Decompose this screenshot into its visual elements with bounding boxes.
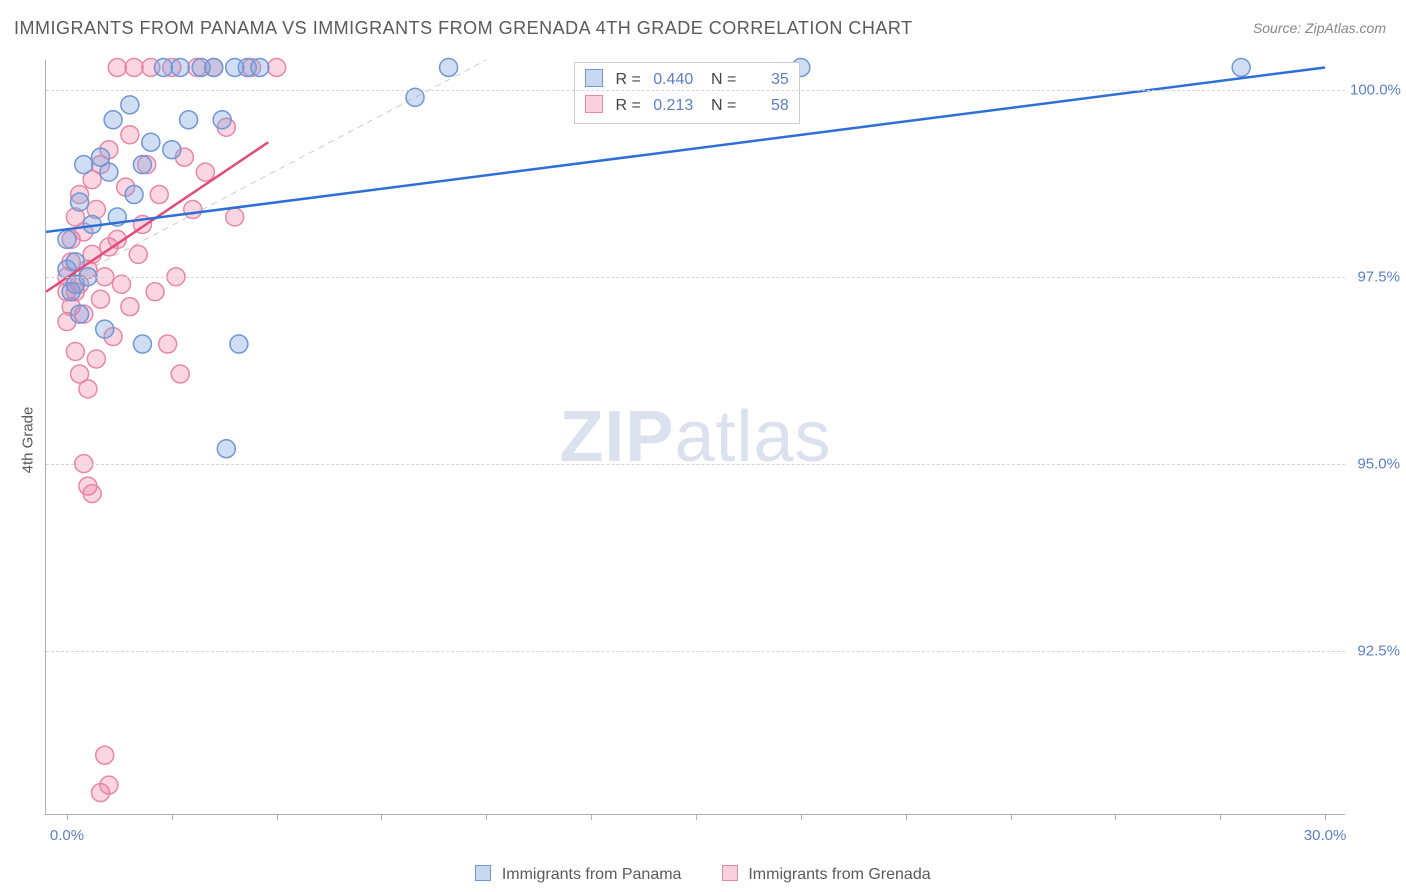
data-point-panama [205,58,223,76]
y-tick-label: 100.0% [1350,81,1400,98]
scatter-chart-svg [46,60,1345,814]
data-point-panama [58,230,76,248]
x-tick [801,814,802,820]
data-point-grenada [125,58,143,76]
x-tick [906,814,907,820]
data-point-panama [142,133,160,151]
correlation-stats-box: R = 0.440 N = 35 R = 0.213 N = 58 [574,62,800,124]
data-point-grenada [129,245,147,263]
legend-label-panama: Immigrants from Panama [502,866,682,883]
grenada-r-value: 0.213 [645,93,693,119]
r-label: R = [615,97,640,114]
data-point-panama [104,111,122,129]
y-tick-label: 92.5% [1350,642,1400,659]
data-point-panama [96,320,114,338]
stats-swatch-grenada [585,95,603,113]
data-point-panama [125,186,143,204]
data-point-panama [1232,58,1250,76]
data-point-panama [133,335,151,353]
grid-line [46,651,1345,652]
data-point-panama [217,440,235,458]
data-point-grenada [268,58,286,76]
n-label: N = [711,97,736,114]
legend-swatch-panama [475,865,491,881]
data-point-panama [133,156,151,174]
x-tick [172,814,173,820]
data-point-panama [406,88,424,106]
x-tick [1115,814,1116,820]
data-point-panama [171,58,189,76]
legend-item-grenada: Immigrants from Grenada [722,866,931,883]
data-point-grenada [184,201,202,219]
data-point-panama [251,58,269,76]
stats-swatch-panama [585,69,603,87]
r-label: R = [615,71,640,88]
x-tick [1325,814,1326,820]
stats-row-grenada: R = 0.213 N = 58 [585,93,789,119]
x-tick [591,814,592,820]
y-tick-label: 95.0% [1350,455,1400,472]
x-tick [67,814,68,820]
y-axis-label: 4th Grade [20,407,37,474]
x-tick [486,814,487,820]
data-point-panama [213,111,231,129]
x-tick [381,814,382,820]
x-tick [277,814,278,820]
data-point-grenada [92,290,110,308]
data-point-grenada [150,186,168,204]
x-tick [1220,814,1221,820]
data-point-grenada [66,343,84,361]
data-point-grenada [108,58,126,76]
data-point-grenada [83,485,101,503]
legend-swatch-grenada [722,865,738,881]
legend-label-grenada: Immigrants from Grenada [748,866,930,883]
data-point-panama [71,193,89,211]
grid-line [46,464,1345,465]
grid-line [46,277,1345,278]
legend-item-panama: Immigrants from Panama [475,866,686,883]
data-point-panama [180,111,198,129]
data-point-grenada [171,365,189,383]
y-tick-label: 97.5% [1350,268,1400,285]
data-point-grenada [79,380,97,398]
x-tick [1011,814,1012,820]
x-tick-label: 30.0% [1304,827,1347,844]
plot-area: R = 0.440 N = 35 R = 0.213 N = 58 ZIPatl… [45,60,1345,815]
data-point-grenada [226,208,244,226]
data-point-panama [163,141,181,159]
data-point-grenada [100,776,118,794]
data-point-panama [75,156,93,174]
data-point-panama [440,58,458,76]
grid-line [46,90,1345,91]
data-point-grenada [121,298,139,316]
data-point-grenada [112,275,130,293]
data-point-panama [100,163,118,181]
data-point-grenada [146,283,164,301]
grenada-n-value: 58 [741,93,789,119]
data-point-grenada [96,746,114,764]
data-point-panama [121,96,139,114]
data-point-grenada [121,126,139,144]
data-point-panama [230,335,248,353]
n-label: N = [711,71,736,88]
source-attribution: Source: ZipAtlas.com [1253,20,1386,36]
data-point-grenada [196,163,214,181]
data-point-panama [71,305,89,323]
data-point-panama [154,58,172,76]
data-point-grenada [159,335,177,353]
footer-legend: Immigrants from Panama Immigrants from G… [0,865,1406,884]
x-tick-label: 0.0% [50,827,84,844]
chart-title: IMMIGRANTS FROM PANAMA VS IMMIGRANTS FRO… [14,18,913,39]
data-point-grenada [87,350,105,368]
x-tick [696,814,697,820]
